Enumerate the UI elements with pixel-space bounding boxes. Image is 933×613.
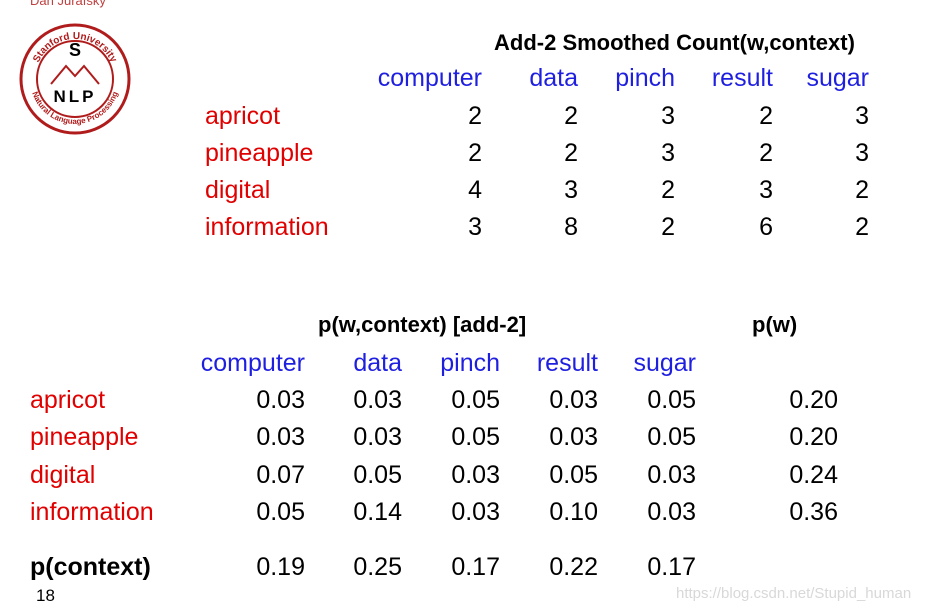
column-header: computer (200, 349, 305, 377)
cell: 0.03 (549, 423, 598, 451)
title-clip: Add-2 Smoothed Count(w,context) (494, 30, 855, 55)
cell: 0.03 (353, 423, 402, 451)
row-label: digital (30, 461, 96, 489)
cell: 0.03 (256, 386, 305, 414)
row-label: apricot (30, 386, 106, 414)
cell: 2 (855, 213, 869, 241)
cell: 0.05 (647, 423, 696, 451)
page-number: 18 (36, 586, 55, 605)
column-header: data (353, 349, 402, 377)
cell: 2 (564, 139, 578, 167)
cell: 0.03 (451, 498, 500, 526)
cell: 0.05 (647, 386, 696, 414)
author: Dan Jurafsky (30, 0, 106, 8)
cell: 0.05 (451, 386, 500, 414)
cell: 0.03 (647, 461, 696, 489)
cell: 0.03 (647, 498, 696, 526)
total-cell: 0.17 (647, 553, 696, 581)
row-label: pineapple (205, 139, 314, 167)
cell: 0.14 (353, 498, 402, 526)
cell: 3 (661, 139, 675, 167)
cell: 0.10 (549, 498, 598, 526)
total-label: p(context) (30, 553, 151, 581)
cell: 0.03 (256, 423, 305, 451)
row-label: apricot (205, 102, 281, 130)
cell: 2 (661, 176, 675, 204)
logo: Stanford University Natural Language Pro… (19, 23, 131, 135)
total-cell: 0.17 (451, 553, 500, 581)
cell: 0.03 (451, 461, 500, 489)
cell: 3 (468, 213, 482, 241)
total-cell: 0.19 (256, 553, 305, 581)
marginal-cell: 0.36 (789, 498, 838, 526)
logo-letter: S (69, 40, 81, 60)
cell: 2 (661, 213, 675, 241)
row-label: pineapple (30, 423, 139, 451)
cell: 0.05 (451, 423, 500, 451)
column-header: sugar (633, 349, 696, 377)
row-label: information (205, 213, 329, 241)
column-header: sugar (806, 64, 869, 92)
cell: 8 (564, 213, 578, 241)
column-header: pinch (615, 64, 675, 92)
cell: 2 (759, 102, 773, 130)
cell: 2 (468, 139, 482, 167)
marginal-cell: 0.24 (789, 461, 838, 489)
cell: 3 (855, 102, 869, 130)
watermark: https://blog.csdn.net/Stupid_human (676, 585, 912, 602)
cell: 2 (468, 102, 482, 130)
cell: 0.03 (549, 386, 598, 414)
cell: 3 (564, 176, 578, 204)
table2-title: p(w,context) [add-2] (318, 312, 527, 337)
cell: 6 (759, 213, 773, 241)
row-label: information (30, 498, 154, 526)
cell: 0.05 (549, 461, 598, 489)
column-header: result (711, 64, 773, 92)
row-label: digital (205, 176, 271, 204)
total-cell: 0.22 (549, 553, 598, 581)
column-header: result (536, 349, 598, 377)
cell: 0.07 (256, 461, 305, 489)
cell: 4 (468, 176, 482, 204)
logo-mountain (50, 64, 100, 85)
cell: 2 (855, 176, 869, 204)
cell: 3 (855, 139, 869, 167)
logo-inner (36, 40, 114, 118)
cell: 0.03 (353, 386, 402, 414)
total-cell: 0.25 (353, 553, 402, 581)
cell: 3 (661, 102, 675, 130)
marginal-cell: 0.20 (789, 423, 838, 451)
column-header: data (529, 64, 578, 92)
column-header: computer (377, 64, 482, 92)
marginal-title: p(w) (752, 312, 798, 337)
cell: 0.05 (353, 461, 402, 489)
marginal-cell: 0.20 (789, 386, 838, 414)
logo-middle: NLP (54, 87, 97, 106)
cell: 2 (759, 139, 773, 167)
table1-title: Add-2 Smoothed Count(w,context) (494, 30, 855, 55)
cell: 0.05 (256, 498, 305, 526)
cell: 2 (564, 102, 578, 130)
cell: 3 (759, 176, 773, 204)
column-header: pinch (440, 349, 500, 377)
